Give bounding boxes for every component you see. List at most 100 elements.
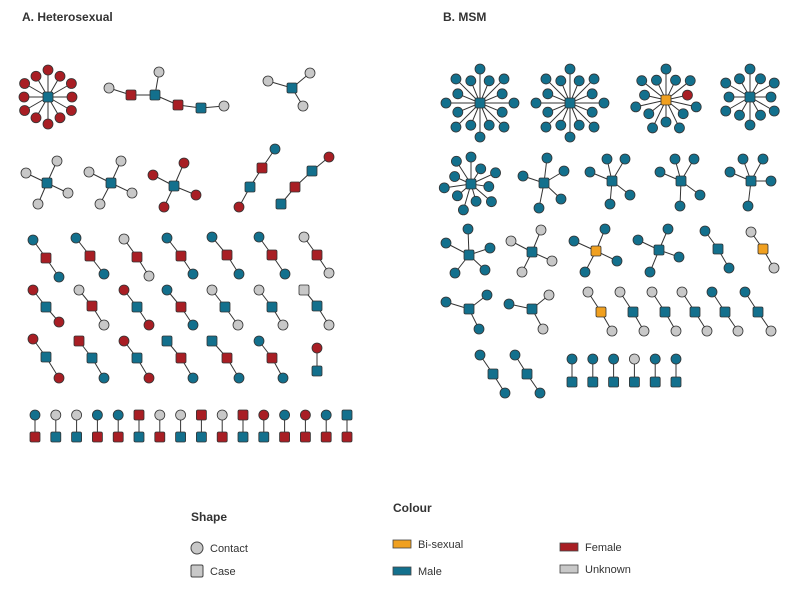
contact-node bbox=[438, 182, 450, 194]
contact-node bbox=[564, 131, 576, 143]
contact-node bbox=[475, 163, 487, 175]
contact-node bbox=[694, 189, 706, 201]
case-node bbox=[133, 409, 145, 421]
contact-node bbox=[253, 335, 265, 347]
contact-node bbox=[98, 319, 110, 331]
contact-node bbox=[555, 193, 567, 205]
contact-node bbox=[486, 196, 497, 208]
contact-node bbox=[737, 153, 749, 165]
case-node bbox=[745, 175, 757, 187]
contact-node bbox=[233, 372, 245, 384]
contact-node bbox=[92, 409, 103, 421]
contact-node bbox=[496, 106, 508, 118]
contact-node bbox=[465, 119, 477, 131]
contact-node bbox=[190, 189, 202, 201]
contact-node bbox=[644, 266, 656, 278]
contact-node bbox=[516, 266, 528, 278]
contact-node bbox=[676, 286, 688, 298]
contact-node bbox=[118, 284, 130, 296]
case-node bbox=[341, 409, 353, 421]
contact-node bbox=[298, 231, 310, 243]
contact-node bbox=[739, 286, 751, 298]
contact-node bbox=[606, 325, 618, 337]
case-node bbox=[266, 301, 278, 313]
case-node bbox=[149, 89, 161, 101]
contact-node bbox=[112, 409, 124, 421]
contact-node bbox=[42, 64, 54, 76]
contact-node bbox=[178, 157, 190, 169]
contact-node bbox=[147, 169, 159, 181]
contact-node bbox=[449, 267, 461, 279]
contact-node bbox=[586, 106, 598, 118]
contact-node bbox=[643, 108, 655, 120]
contact-node bbox=[483, 119, 495, 131]
contact-node bbox=[517, 170, 529, 182]
case-node bbox=[266, 352, 278, 364]
contact-node bbox=[584, 166, 596, 178]
case-node bbox=[275, 198, 287, 210]
contact-node bbox=[483, 75, 495, 87]
case-node bbox=[341, 431, 353, 443]
legend-female-label: Female bbox=[585, 542, 622, 554]
contact-node bbox=[457, 204, 469, 216]
contact-node bbox=[611, 255, 623, 267]
contact-node bbox=[720, 105, 732, 117]
contact-node bbox=[153, 66, 165, 78]
contact-node bbox=[598, 97, 610, 109]
case-node bbox=[125, 89, 137, 101]
contact-node bbox=[54, 70, 66, 82]
contact-node bbox=[53, 316, 65, 328]
contact-node bbox=[534, 387, 546, 399]
contact-node bbox=[542, 106, 554, 118]
contact-node bbox=[674, 122, 685, 134]
case-node bbox=[40, 252, 52, 264]
case-node bbox=[279, 431, 291, 443]
contact-node bbox=[564, 63, 576, 75]
legend-female-swatch bbox=[559, 542, 579, 552]
case-node bbox=[216, 431, 228, 443]
contact-node bbox=[509, 349, 521, 361]
contact-node bbox=[619, 153, 631, 165]
case-node bbox=[465, 178, 477, 190]
case-node bbox=[474, 97, 486, 109]
contact-node bbox=[638, 325, 650, 337]
case-node bbox=[649, 376, 661, 388]
contact-node bbox=[587, 353, 599, 365]
legend-contact-label: Contact bbox=[210, 543, 248, 555]
contact-node bbox=[481, 289, 493, 301]
contact-node bbox=[757, 153, 769, 165]
case-node bbox=[564, 97, 576, 109]
contact-node bbox=[473, 323, 485, 335]
case-node bbox=[258, 431, 270, 443]
contact-node bbox=[304, 67, 316, 79]
contact-node bbox=[542, 88, 554, 100]
contact-node bbox=[588, 121, 600, 133]
case-node bbox=[175, 301, 187, 313]
contact-node bbox=[614, 286, 626, 298]
contact-node bbox=[51, 155, 63, 167]
case-node bbox=[521, 368, 533, 380]
contact-node bbox=[540, 121, 552, 133]
case-node bbox=[195, 431, 207, 443]
contact-node bbox=[706, 286, 718, 298]
contact-node bbox=[636, 75, 648, 87]
contact-node bbox=[465, 75, 477, 87]
case-node bbox=[712, 243, 724, 255]
case-node bbox=[629, 376, 640, 388]
case-node bbox=[71, 431, 82, 443]
contact-node bbox=[30, 112, 42, 124]
contact-node bbox=[684, 75, 696, 87]
contact-node bbox=[449, 171, 461, 182]
contact-node bbox=[608, 353, 619, 365]
contact-node bbox=[18, 91, 30, 103]
case-node bbox=[40, 301, 52, 313]
contact-node bbox=[118, 335, 130, 347]
case-node bbox=[175, 352, 187, 364]
case-node bbox=[538, 177, 550, 189]
case-node bbox=[463, 303, 475, 315]
contact-node bbox=[546, 255, 558, 267]
contact-node bbox=[543, 289, 555, 301]
case-node bbox=[608, 376, 619, 388]
